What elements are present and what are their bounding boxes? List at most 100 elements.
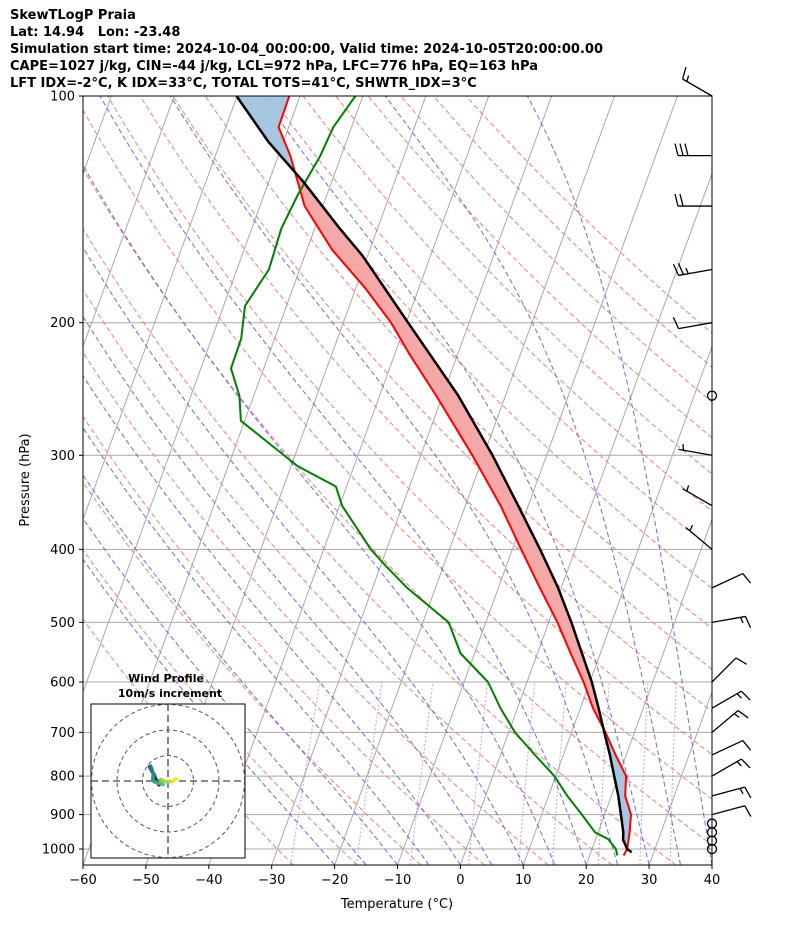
dewpoint-line bbox=[230, 96, 619, 856]
moist-adiabat bbox=[83, 164, 556, 865]
y-tick-label: 600 bbox=[50, 675, 75, 690]
dry-adiabat bbox=[83, 289, 613, 865]
y-tick-label: 900 bbox=[50, 808, 75, 823]
mixing-ratio-line bbox=[518, 681, 536, 865]
isotherm-line bbox=[83, 96, 175, 349]
cape-area bbox=[294, 171, 604, 728]
mixing-ratio-line bbox=[409, 681, 434, 865]
wind-barb bbox=[682, 485, 713, 507]
moist-adiabat bbox=[83, 315, 493, 865]
wind-barb bbox=[706, 818, 718, 829]
dry-adiabat bbox=[400, 96, 712, 403]
x-tick-label: 10 bbox=[515, 873, 532, 888]
mixing-ratio-line bbox=[290, 681, 321, 865]
hodograph-inset: Wind Profile 10m/s increment bbox=[90, 672, 246, 859]
hodograph-subtitle: 10m/s increment bbox=[118, 687, 222, 700]
x-tick-label: −60 bbox=[69, 873, 96, 888]
wind-barb bbox=[711, 690, 751, 709]
isotherm-line bbox=[334, 96, 615, 865]
title-line-5: LFT IDX=-2°C, K IDX=33°C, TOTAL TOTS=41°… bbox=[10, 76, 477, 91]
y-tick-label: 400 bbox=[50, 543, 75, 558]
x-tick-label: 20 bbox=[578, 873, 595, 888]
y-axis-label: Pressure (hPa) bbox=[18, 433, 33, 526]
wind-barb bbox=[706, 390, 718, 401]
dry-adiabat bbox=[465, 96, 712, 334]
isotherm-line bbox=[522, 345, 712, 865]
dry-adiabat bbox=[107, 96, 712, 756]
hodograph-title: Wind Profile bbox=[128, 672, 204, 685]
dry-adiabat bbox=[83, 481, 422, 865]
x-tick-label: −10 bbox=[384, 873, 411, 888]
hodograph-segment bbox=[171, 777, 179, 782]
wind-barb bbox=[681, 66, 713, 97]
title-line-3: Simulation start time: 2024-10-04_00:00:… bbox=[10, 42, 603, 57]
dry-adiabat bbox=[237, 96, 712, 589]
axes: −60 −50 −40 −30 −20 −10 0 10 20 30 40 1000 900 800 700… bbox=[42, 90, 720, 889]
chart-title: SkewTLogP Praia Lat: 14.94 Lon: -23.48 S… bbox=[10, 7, 603, 92]
isotherm-line bbox=[83, 96, 238, 521]
y-tick-label: 800 bbox=[50, 770, 75, 785]
x-tick-label: −20 bbox=[321, 873, 348, 888]
wind-barb bbox=[711, 657, 747, 683]
x-tick-label: −40 bbox=[195, 873, 222, 888]
wind-barb bbox=[672, 317, 713, 330]
y-tick-label: 1000 bbox=[42, 843, 75, 858]
wind-barb bbox=[711, 615, 752, 629]
dry-adiabat bbox=[83, 167, 712, 846]
isotherm-line bbox=[271, 96, 553, 865]
dry-adiabat bbox=[172, 96, 712, 670]
wind-barb bbox=[674, 193, 712, 207]
dry-adiabat bbox=[83, 351, 549, 865]
x-tick-label: 0 bbox=[456, 873, 464, 888]
moist-adiabat bbox=[526, 96, 712, 865]
moist-adiabat bbox=[83, 427, 430, 865]
title-line-4: CAPE=1027 j/kg, CIN=-44 j/kg, LCL=972 hP… bbox=[10, 59, 538, 74]
mixing-ratio-line bbox=[639, 681, 649, 865]
wind-barb bbox=[711, 572, 752, 589]
wind-barb bbox=[706, 843, 718, 855]
y-tick-label: 300 bbox=[50, 449, 75, 464]
dry-adiabat bbox=[83, 227, 677, 865]
x-tick-label: −50 bbox=[132, 873, 159, 888]
x-tick-label: 40 bbox=[704, 873, 721, 888]
temperature-line bbox=[277, 96, 632, 856]
isotherm-line bbox=[83, 96, 301, 694]
isotherm-line bbox=[648, 690, 712, 865]
wind-barb bbox=[672, 263, 713, 277]
dry-adiabat bbox=[83, 415, 485, 865]
mixing-ratio-line bbox=[468, 681, 489, 865]
dry-adiabat bbox=[83, 109, 712, 800]
moist-adiabat bbox=[83, 246, 524, 865]
x-axis-label: Temperature (°C) bbox=[340, 897, 453, 912]
y-tick-label: 100 bbox=[50, 90, 75, 105]
mixing-ratio-line bbox=[669, 681, 677, 865]
title-line-2: Lat: 14.94 Lon: -23.48 bbox=[10, 25, 181, 40]
wind-barb bbox=[711, 786, 752, 799]
isotherm-line bbox=[585, 517, 712, 865]
moist-adiabat bbox=[83, 474, 398, 865]
y-tick-label: 700 bbox=[50, 726, 75, 741]
y-tick-label: 500 bbox=[50, 616, 75, 631]
dry-adiabat bbox=[83, 548, 358, 865]
isotherm-line bbox=[459, 172, 712, 865]
moist-adiabat bbox=[83, 558, 335, 865]
wind-barbs bbox=[672, 66, 752, 855]
dry-adiabat bbox=[367, 96, 712, 439]
mixing-ratio-line bbox=[355, 681, 383, 865]
mixing-ratio-line bbox=[597, 681, 610, 865]
wind-barb bbox=[711, 805, 752, 817]
moist-adiabat bbox=[83, 517, 367, 865]
y-tick-label: 200 bbox=[50, 316, 75, 331]
wind-barb bbox=[711, 758, 751, 777]
wind-barb bbox=[711, 710, 749, 733]
cape-cin-fill bbox=[236, 96, 631, 849]
x-tick-label: 30 bbox=[641, 873, 658, 888]
x-tick-label: −30 bbox=[258, 873, 285, 888]
sounding-profiles bbox=[230, 96, 633, 856]
mixing-ratio-line bbox=[551, 681, 567, 865]
moist-adiabat bbox=[99, 96, 587, 865]
moist-adiabat bbox=[83, 374, 461, 865]
moist-adiabat bbox=[261, 96, 650, 865]
wind-barb bbox=[685, 524, 713, 550]
